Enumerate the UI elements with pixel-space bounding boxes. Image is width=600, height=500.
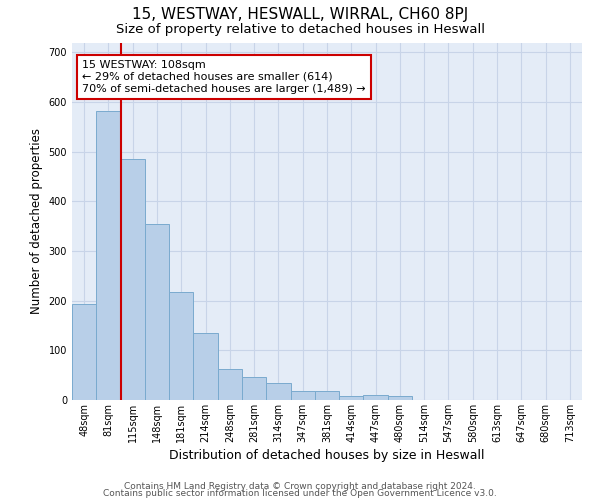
Bar [364, 395, 388, 400]
Bar [145, 224, 169, 400]
Text: 15 WESTWAY: 108sqm
← 29% of detached houses are smaller (614)
70% of semi-detach: 15 WESTWAY: 108sqm ← 29% of detached hou… [82, 60, 366, 94]
Bar [218, 368, 242, 400]
Bar [96, 110, 121, 400]
Text: Size of property relative to detached houses in Heswall: Size of property relative to detached ho… [115, 22, 485, 36]
Bar [169, 292, 193, 400]
Bar [388, 396, 412, 400]
Text: 15, WESTWAY, HESWALL, WIRRAL, CH60 8PJ: 15, WESTWAY, HESWALL, WIRRAL, CH60 8PJ [132, 8, 468, 22]
Y-axis label: Number of detached properties: Number of detached properties [30, 128, 43, 314]
Bar [266, 382, 290, 400]
Bar [290, 391, 315, 400]
X-axis label: Distribution of detached houses by size in Heswall: Distribution of detached houses by size … [169, 449, 485, 462]
Bar [121, 159, 145, 400]
Bar [72, 304, 96, 400]
Text: Contains public sector information licensed under the Open Government Licence v3: Contains public sector information licen… [103, 490, 497, 498]
Bar [242, 376, 266, 400]
Bar [315, 391, 339, 400]
Bar [339, 396, 364, 400]
Bar [193, 333, 218, 400]
Text: Contains HM Land Registry data © Crown copyright and database right 2024.: Contains HM Land Registry data © Crown c… [124, 482, 476, 491]
